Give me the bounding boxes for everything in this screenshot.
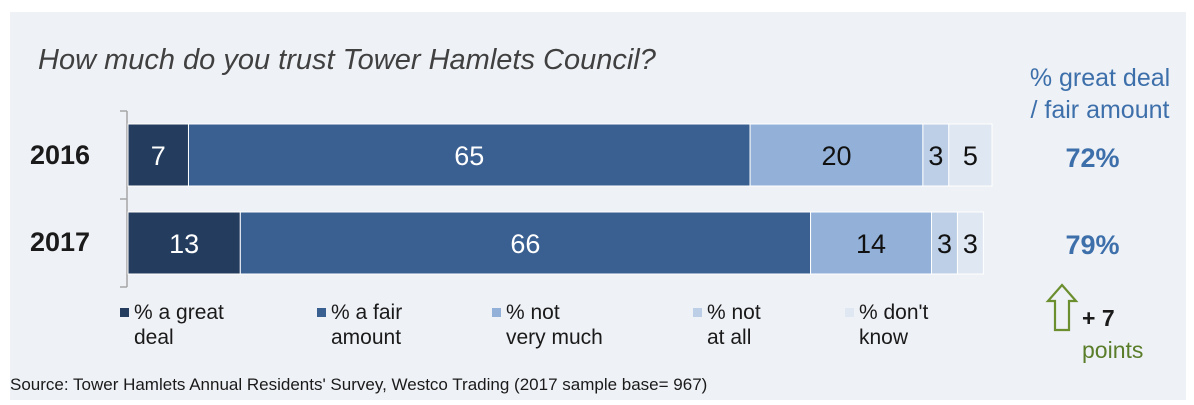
legend-swatch [317, 308, 326, 317]
category-label-2016: 2016 [30, 140, 91, 170]
source-note: Source: Tower Hamlets Annual Residents' … [10, 375, 708, 394]
summary-label-line-2: / fair amount [1030, 96, 1170, 124]
data-label-2016-series-2: 20 [821, 141, 851, 171]
bar-2016-series-1 [187, 123, 751, 187]
bar-2016-series-4 [948, 123, 993, 187]
data-label-2017-series-3: 3 [937, 229, 952, 259]
data-label-2016-series-4: 5 [963, 141, 978, 171]
summary-value-2016: 72% [1065, 143, 1120, 173]
data-label-2016-series-3: 3 [928, 141, 943, 171]
summary-label-line-1: % great deal [1029, 64, 1171, 92]
chart-title: How much do you trust Tower Hamlets Coun… [38, 44, 656, 76]
data-label-2017-series-4: 3 [963, 229, 978, 259]
bar-2016-series-0 [127, 123, 189, 187]
legend-label-line-2: deal [134, 326, 174, 349]
bar-2017-series-3 [931, 211, 958, 275]
legend-label-line-2: know [859, 326, 909, 349]
legend-swatch [492, 308, 501, 317]
legend-label-line-2: very much [506, 326, 603, 349]
summary-label: % great deal / fair amount [1010, 62, 1190, 126]
change-unit: points [1082, 337, 1144, 363]
data-label-2017-series-1: 66 [510, 229, 540, 259]
legend-label-line-1: % don't [859, 301, 929, 324]
legend-label-line-2: at all [707, 326, 752, 349]
chart-panel [10, 12, 1186, 400]
legend-swatch [120, 308, 129, 317]
data-label-2017-series-2: 14 [856, 229, 886, 259]
legend-swatch [845, 308, 854, 317]
bar-segments: 7 65 20 3 513 66 14 3 3 [127, 123, 993, 275]
legend-swatch [693, 308, 702, 317]
data-label-2017-series-0: 13 [169, 229, 199, 259]
change-arrow-icon [1045, 283, 1079, 332]
bar-2017-series-4 [956, 211, 984, 275]
legend-label-line-1: % not [506, 301, 560, 324]
data-label-2016-series-1: 65 [454, 141, 484, 171]
summary-value-2017: 79% [1065, 230, 1120, 260]
legend-label-line-1: % not [707, 301, 761, 324]
category-label-2017: 2017 [30, 227, 91, 257]
legend-label-line-1: % a great [134, 301, 224, 324]
data-label-2016-series-0: 7 [151, 141, 166, 171]
bar-2017-series-2 [810, 211, 933, 275]
legend-label-line-2: amount [331, 326, 402, 349]
change-value: + 7 [1082, 305, 1115, 331]
bar-2017-series-1 [239, 211, 812, 275]
legend-label-line-1: % a fair [331, 301, 403, 324]
